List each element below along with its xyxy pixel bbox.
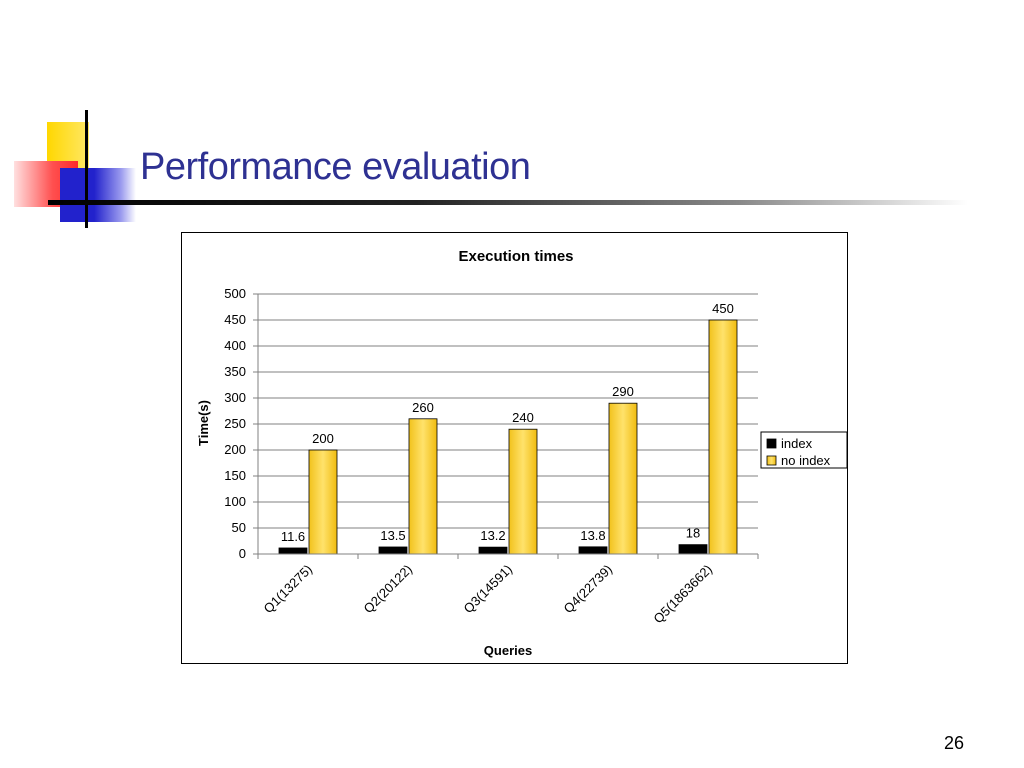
bar-index (378, 546, 408, 555)
y-tick-label: 500 (224, 286, 246, 301)
y-tick-label: 450 (224, 312, 246, 327)
legend: index no index (760, 431, 848, 469)
y-tick-label: 0 (239, 546, 246, 561)
y-tick-label: 350 (224, 364, 246, 379)
data-label: 13.2 (480, 528, 505, 543)
data-label: 200 (312, 431, 334, 446)
data-label: 11.6 (281, 529, 305, 544)
deco-blue-square (60, 168, 136, 222)
legend-label: no index (781, 453, 831, 468)
y-tick-label: 250 (224, 416, 246, 431)
y-axis-label: Time(s) (196, 400, 211, 446)
chart-frame: Execution times 11.6 200 13.5 260 13.2 240 13.… (181, 232, 848, 664)
legend-swatch-no-index (766, 455, 777, 466)
y-tick-label: 150 (224, 468, 246, 483)
x-category-label: Q2(20122) (361, 562, 416, 617)
legend-swatch-index (766, 438, 777, 449)
bar-no-index (708, 319, 738, 555)
grid-lines (258, 293, 758, 529)
x-axis-label: Queries (484, 643, 532, 658)
title-rule (48, 200, 968, 205)
y-tick-label: 400 (224, 338, 246, 353)
x-category-label: Q5(1863662) (650, 562, 715, 627)
slide-title: Performance evaluation (140, 146, 531, 188)
x-category-label: Q4(22739) (561, 562, 616, 617)
bar-no-index (608, 402, 638, 555)
data-label: 290 (612, 384, 634, 399)
data-label: 13.5 (380, 528, 405, 543)
page-number: 26 (943, 733, 964, 753)
bar-index (678, 544, 708, 555)
data-label: 18 (686, 526, 700, 541)
chart-title: Execution times (458, 248, 573, 265)
data-label: 260 (412, 400, 434, 415)
y-tick-label: 300 (224, 390, 246, 405)
legend-label: index (781, 436, 813, 451)
bar-index (578, 546, 608, 555)
bars: 11.6 200 13.5 260 13.2 240 13.8 290 18 450 (278, 301, 738, 555)
deco-vertical-line (85, 110, 88, 228)
bar-no-index (308, 449, 338, 555)
data-label: 240 (512, 410, 534, 425)
data-label: 450 (712, 301, 734, 316)
axes: 0 50 100 150 200 250 300 350 400 450 500 Q1(13275) Q… (224, 286, 759, 627)
bar-no-index (408, 418, 438, 555)
x-category-label: Q1(13275) (261, 562, 316, 617)
bar-no-index (508, 428, 538, 555)
x-category-label: Q3(14591) (461, 562, 516, 617)
bar-index (478, 546, 508, 555)
bar-index (278, 547, 308, 555)
y-tick-label: 100 (224, 494, 246, 509)
y-tick-label: 50 (232, 520, 246, 535)
data-label: 13.8 (580, 528, 605, 543)
bar-chart: Execution times 11.6 200 13.5 260 13.2 240 13.… (196, 248, 848, 658)
y-tick-label: 200 (224, 442, 246, 457)
